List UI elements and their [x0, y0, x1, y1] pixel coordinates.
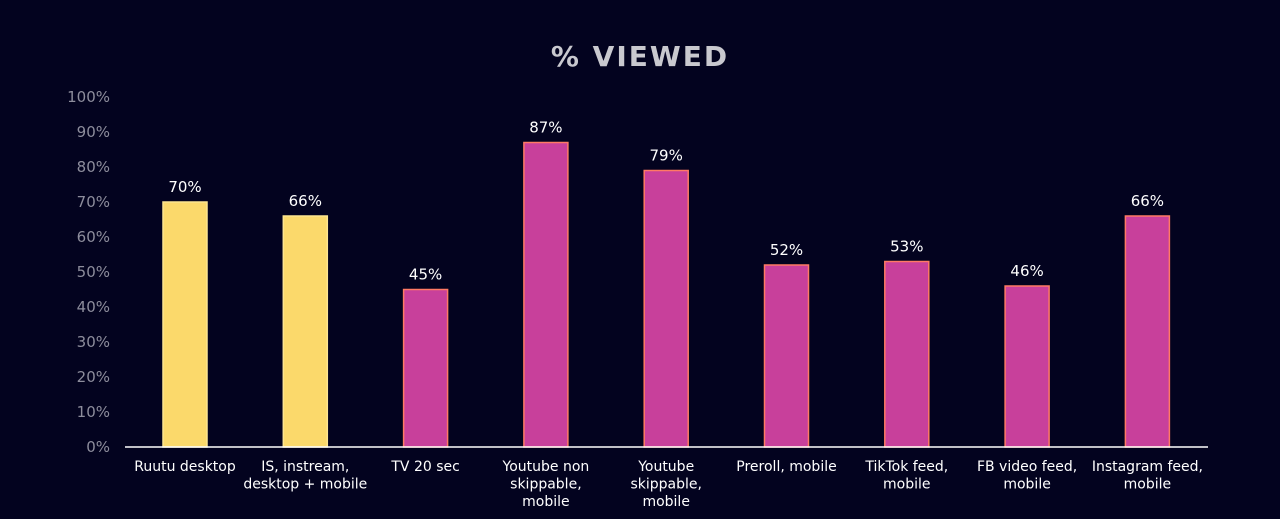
y-tick-label: 90% — [77, 123, 110, 141]
x-tick-label: skippable, — [630, 477, 701, 493]
bar — [763, 264, 810, 448]
x-tick-label: TikTok feed, — [864, 459, 948, 475]
bar — [1124, 215, 1171, 448]
y-tick-label: 0% — [86, 438, 110, 456]
x-tick-label: Instagram feed, — [1092, 459, 1203, 475]
data-label: 46% — [1010, 262, 1043, 280]
x-tick-label: desktop + mobile — [243, 477, 367, 493]
data-label: 52% — [770, 241, 803, 259]
y-tick-label: 70% — [77, 193, 110, 211]
y-axis-ticks: 0% 10% 20% 30% 40% 50% 60% 70% 80% 90% 100% — [67, 88, 110, 456]
bar — [282, 215, 329, 448]
x-tick-label: skippable, — [510, 477, 581, 493]
x-tick-label: TV 20 sec — [390, 459, 459, 475]
bars-group — [162, 141, 1171, 448]
data-label: 70% — [168, 178, 201, 196]
data-label: 53% — [890, 238, 923, 256]
y-tick-label: 100% — [67, 88, 110, 106]
x-tick-label: IS, instream, — [261, 459, 349, 475]
data-label: 66% — [289, 192, 322, 210]
x-tick-label: mobile — [1124, 477, 1171, 493]
x-tick-label: mobile — [1003, 477, 1050, 493]
y-tick-label: 40% — [77, 298, 110, 316]
data-label: 45% — [409, 266, 442, 284]
bar — [643, 169, 689, 448]
bar — [402, 288, 449, 448]
y-tick-label: 50% — [77, 263, 110, 281]
category-labels-group: Ruutu desktop IS, instream, desktop + mobi… — [134, 459, 1203, 510]
bar — [884, 260, 930, 448]
y-tick-label: 60% — [77, 228, 110, 246]
data-label: 66% — [1131, 192, 1164, 210]
y-tick-label: 20% — [77, 368, 110, 386]
x-tick-label: mobile — [522, 494, 569, 510]
data-label: 87% — [529, 119, 562, 137]
x-tick-label: mobile — [642, 494, 689, 510]
bar — [1004, 285, 1050, 448]
x-tick-label: Ruutu desktop — [134, 459, 236, 475]
chart-title: % VIEWED — [550, 40, 730, 73]
data-label: 79% — [650, 147, 683, 165]
x-tick-label: Preroll, mobile — [736, 459, 836, 475]
bar — [523, 141, 569, 448]
bar — [162, 201, 208, 448]
y-tick-label: 80% — [77, 158, 110, 176]
x-tick-label: Youtube non — [502, 459, 590, 475]
x-tick-label: Youtube — [637, 459, 694, 475]
y-tick-label: 10% — [77, 403, 110, 421]
data-labels-group: 70% 66% 45% 87% 79% 52% 53% 46% 66% — [168, 119, 1164, 284]
y-tick-label: 30% — [77, 333, 110, 351]
x-tick-label: FB video feed, — [977, 459, 1077, 475]
x-tick-label: mobile — [883, 477, 930, 493]
